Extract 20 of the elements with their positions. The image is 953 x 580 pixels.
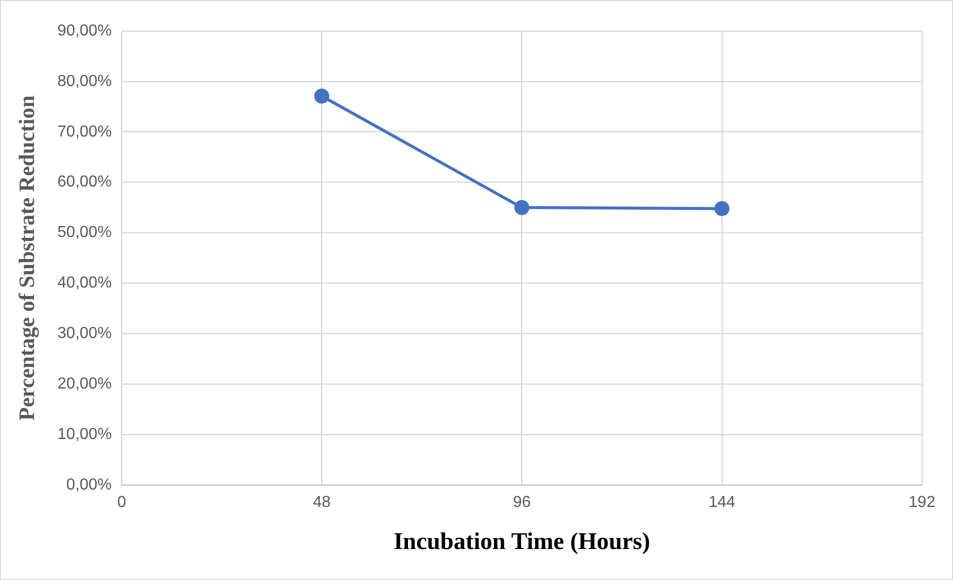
x-tick-label: 144: [708, 494, 736, 512]
y-tick-label: 50,00%: [57, 224, 112, 242]
point: [714, 201, 730, 216]
x-tick-label: 48: [312, 494, 331, 512]
y-tick-label: 70,00%: [57, 123, 112, 140]
y-tick-label: 20,00%: [57, 376, 112, 393]
x-tick-label: 96: [512, 494, 531, 512]
x-axis-title: Incubation Time (Hours): [394, 528, 650, 555]
x-tick-label: 192: [908, 494, 936, 512]
x-tick-label: 0: [117, 494, 126, 512]
y-tick-label: 60,00%: [57, 174, 112, 191]
y-tick-label: 0,00%: [66, 476, 112, 494]
y-tick-label: 90,00%: [57, 22, 112, 40]
y-axis-title: Percentage of Substrate Reduction: [14, 95, 39, 421]
y-tick-label: 80,00%: [57, 72, 112, 90]
point: [514, 200, 530, 216]
y-tick-label: 10,00%: [57, 426, 112, 443]
point: [314, 88, 330, 104]
y-tick-label: 30,00%: [57, 325, 112, 342]
y-tick-label: 40,00%: [57, 274, 112, 292]
